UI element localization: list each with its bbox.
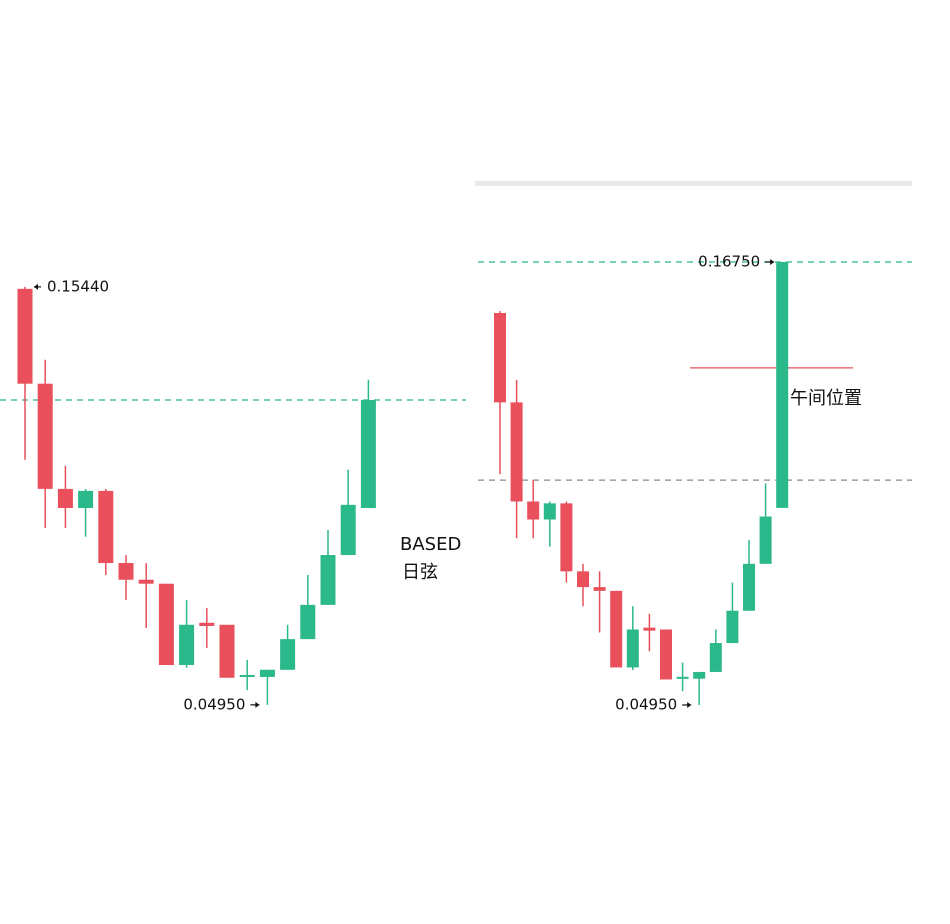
- panel-top-bar: [475, 181, 912, 186]
- candle-body: [776, 261, 789, 508]
- candle-body: [118, 563, 134, 580]
- candle-body: [179, 624, 195, 666]
- candle-body: [494, 313, 506, 403]
- candle-body: [239, 674, 255, 677]
- arrow-head: [255, 701, 260, 708]
- candle-body: [138, 579, 154, 584]
- arrow-head: [687, 701, 692, 708]
- candle-body: [593, 587, 606, 591]
- candle-body: [340, 504, 356, 556]
- candle-body: [693, 671, 706, 679]
- candle-body: [660, 629, 672, 680]
- candle-body: [510, 402, 523, 502]
- arrow-head: [770, 258, 775, 265]
- candle-body: [320, 555, 336, 605]
- arrow-head: [34, 283, 38, 290]
- candle-body: [17, 288, 33, 384]
- annotation: BASED: [400, 534, 461, 555]
- candle-body: [626, 629, 639, 668]
- annotation: 日弦: [402, 562, 438, 583]
- annotation: 午间位置: [790, 388, 862, 409]
- price-label: 0.04950: [615, 695, 677, 713]
- candle-body: [610, 590, 623, 668]
- candle-body: [759, 516, 772, 564]
- candle-body: [78, 490, 94, 509]
- candle-body: [280, 639, 296, 670]
- candle-body: [259, 669, 275, 677]
- price-label: 0.04950: [183, 695, 245, 713]
- candle-body: [726, 610, 739, 644]
- price-label: 0.15440: [47, 277, 109, 295]
- candle-body: [527, 501, 540, 520]
- candle-body: [643, 627, 656, 631]
- candle-body: [219, 624, 235, 678]
- candle-body: [709, 643, 722, 672]
- candle-body: [577, 571, 589, 588]
- candle-body: [57, 488, 73, 509]
- candle-body: [300, 604, 316, 640]
- candle-body: [37, 383, 53, 489]
- candle-body: [676, 676, 689, 679]
- price-label: 0.16750: [698, 252, 760, 270]
- candle-body: [560, 503, 573, 572]
- candle-body: [199, 622, 215, 626]
- candle-body: [158, 583, 174, 666]
- candle-body: [743, 563, 755, 611]
- candle-body: [360, 400, 376, 509]
- candle-body: [98, 490, 114, 564]
- candle-body: [543, 503, 556, 520]
